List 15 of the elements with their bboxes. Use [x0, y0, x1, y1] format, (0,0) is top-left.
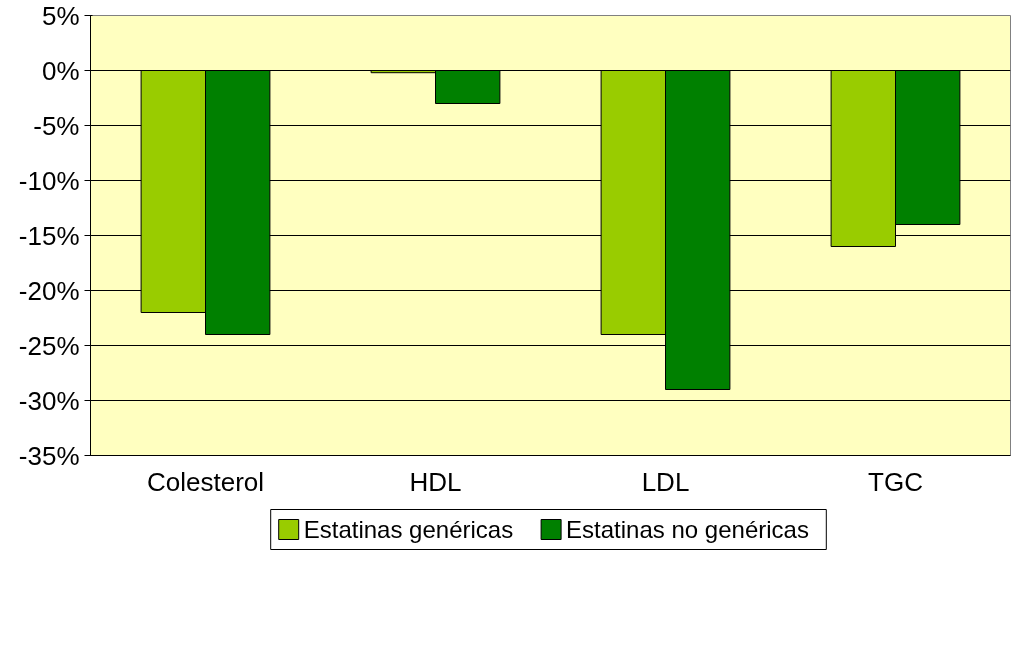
legend-label: Estatinas genéricas	[303, 516, 514, 543]
y-tick-label: -25%	[18, 330, 80, 361]
y-tick-label: -35%	[18, 440, 80, 471]
legend-label: Estatinas no genéricas	[566, 516, 809, 543]
x-tick-label: HDL	[409, 466, 462, 497]
x-tick-label: TGC	[868, 466, 923, 497]
y-tick-label: -30%	[18, 385, 80, 416]
y-tick-label: 0%	[41, 55, 80, 86]
x-tick-label: Colesterol	[146, 466, 265, 497]
x-tick-label: LDL	[641, 466, 690, 497]
y-tick-label: -20%	[18, 275, 80, 306]
y-tick-label: -15%	[18, 220, 80, 251]
y-tick-label: -5%	[33, 110, 80, 141]
y-tick-label: 5%	[41, 0, 80, 31]
y-tick-label: -10%	[18, 165, 80, 196]
